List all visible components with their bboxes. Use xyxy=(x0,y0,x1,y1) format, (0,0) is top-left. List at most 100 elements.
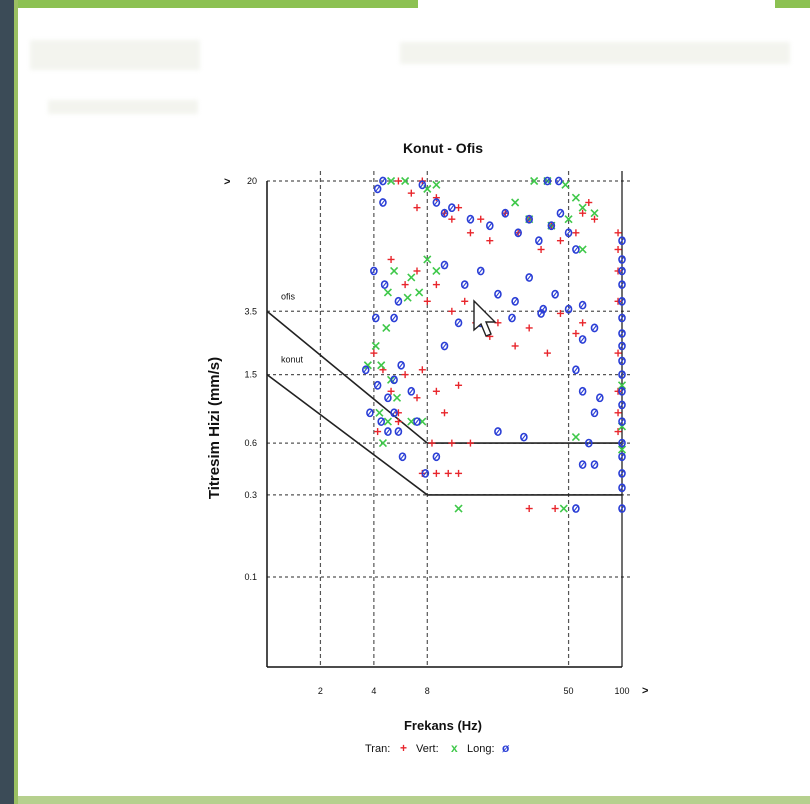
point-long-slash xyxy=(544,177,551,185)
point-long-slash xyxy=(441,209,448,217)
legend-symbol: + xyxy=(400,741,407,755)
point-tran xyxy=(401,371,409,379)
point-long-slash xyxy=(540,305,547,313)
point-long-ring xyxy=(508,313,516,323)
point-tran xyxy=(614,267,622,275)
point-long-ring xyxy=(618,386,626,396)
point-tran xyxy=(455,204,463,212)
point-tran xyxy=(614,387,622,395)
point-long xyxy=(466,214,475,224)
point-vert xyxy=(454,504,463,513)
point-long-ring xyxy=(466,214,475,224)
point-vert xyxy=(415,288,424,297)
point-long-slash xyxy=(619,453,625,461)
point-long-slash xyxy=(384,428,391,436)
point-long-ring xyxy=(618,296,626,306)
point-long-slash xyxy=(515,229,522,237)
point-long-slash xyxy=(414,418,420,426)
point-long-ring xyxy=(525,214,533,224)
point-tran xyxy=(455,381,463,389)
point-tran xyxy=(413,267,421,275)
point-tran xyxy=(448,439,456,447)
point-long-ring xyxy=(476,266,485,276)
point-long xyxy=(384,393,392,403)
point-long-ring xyxy=(373,380,382,390)
point-vert xyxy=(401,176,410,186)
point-tran xyxy=(394,409,402,417)
point-long xyxy=(379,176,387,186)
point-tran xyxy=(461,297,469,305)
point-tran xyxy=(556,237,564,245)
point-long-ring xyxy=(564,304,573,314)
point-long-ring xyxy=(361,365,370,375)
point-tran xyxy=(591,215,599,223)
point-long-ring xyxy=(377,417,386,426)
point-long xyxy=(578,386,587,396)
point-vert xyxy=(561,180,570,189)
point-long-slash xyxy=(579,461,586,469)
point-tran xyxy=(387,255,395,263)
point-long-slash xyxy=(399,453,406,461)
point-vert xyxy=(407,417,416,426)
point-long xyxy=(618,329,626,338)
point-long-slash xyxy=(380,177,386,185)
point-long-slash xyxy=(494,428,501,436)
x-axis-arrow: > xyxy=(642,685,648,697)
point-vert xyxy=(590,209,599,218)
point-vert xyxy=(390,266,399,276)
point-tran xyxy=(572,329,580,337)
point-long xyxy=(476,266,485,276)
point-long xyxy=(432,198,441,207)
point-long xyxy=(440,341,449,351)
point-long-slash xyxy=(548,222,555,230)
limit-line-konut xyxy=(266,373,622,496)
point-long-ring xyxy=(572,365,580,375)
point-vert-b xyxy=(378,439,388,448)
point-tran xyxy=(614,428,622,436)
point-vert xyxy=(383,417,392,426)
point-long xyxy=(511,296,519,306)
point-long-ring xyxy=(618,400,626,410)
point-long-slash xyxy=(512,297,519,305)
x-tick-label: 4 xyxy=(371,686,376,696)
legend-label: Vert: xyxy=(416,743,439,755)
point-vert-b xyxy=(559,504,568,513)
point-long xyxy=(397,360,405,370)
point-tran xyxy=(448,307,456,315)
point-long xyxy=(508,313,516,323)
point-tran xyxy=(407,189,415,197)
point-long xyxy=(590,408,599,418)
point-long xyxy=(394,427,403,436)
point-vert-b xyxy=(407,417,416,426)
point-long xyxy=(380,280,389,290)
point-long-slash xyxy=(591,461,598,469)
x-tick-label: 8 xyxy=(425,686,430,696)
point-vert xyxy=(403,293,412,302)
point-long xyxy=(366,408,374,418)
point-long xyxy=(486,221,494,231)
point-long xyxy=(520,432,528,442)
point-long xyxy=(514,228,522,238)
point-long xyxy=(551,289,559,299)
point-tran xyxy=(537,245,545,253)
point-tran xyxy=(423,297,431,305)
point-long-ring xyxy=(511,296,519,306)
point-long xyxy=(432,452,441,462)
point-long-slash xyxy=(395,297,402,305)
point-long xyxy=(390,313,398,323)
point-vert xyxy=(378,439,388,448)
point-vert-b xyxy=(454,504,463,513)
point-long-ring xyxy=(448,203,456,213)
point-long-slash xyxy=(391,409,398,417)
point-tran xyxy=(579,209,587,217)
point-long-slash xyxy=(619,371,625,379)
point-tran xyxy=(387,387,395,395)
point-long-ring xyxy=(520,432,528,442)
axes xyxy=(266,171,623,668)
point-tran xyxy=(432,469,440,477)
point-long xyxy=(572,365,580,375)
point-long-slash xyxy=(619,504,625,513)
point-tran xyxy=(579,319,587,327)
faded-top-bar xyxy=(400,42,790,64)
point-long xyxy=(373,380,382,390)
